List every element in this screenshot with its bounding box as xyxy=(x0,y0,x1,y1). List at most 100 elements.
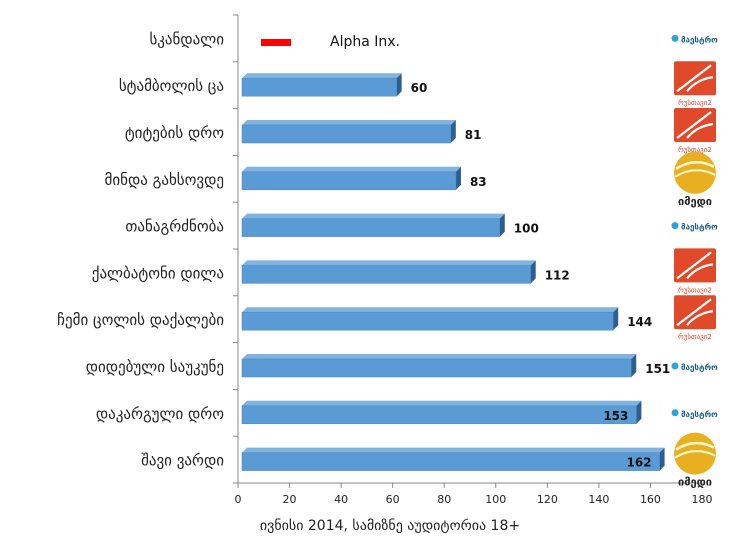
x-tick-label: 140 xyxy=(588,493,609,506)
data-label: 144 xyxy=(627,315,652,329)
bar-side-face xyxy=(613,307,619,331)
imedi-logo-text: იმედი xyxy=(678,476,712,489)
category-label: ტიტების დრო xyxy=(125,124,224,142)
data-label: 81 xyxy=(465,128,482,142)
data-label: 100 xyxy=(514,222,539,236)
bar-side-face xyxy=(455,166,461,190)
bar xyxy=(241,260,536,284)
category-label: დაკარგული დრო xyxy=(96,405,224,423)
channel-logo-icon: მაესტრო xyxy=(671,409,718,419)
maestro-logo-text: მაესტრო xyxy=(681,362,718,372)
category-label: თანაგრძნობა xyxy=(125,218,224,236)
channel-logo-icon: მაესტრო xyxy=(671,222,718,232)
bar-side-face xyxy=(450,120,456,143)
bar-side-face xyxy=(659,447,665,471)
channel-logo-icon: რუსთავი2 xyxy=(674,248,716,294)
channel-logo-icon: რუსთავი2 xyxy=(674,295,716,341)
legend-swatch xyxy=(261,39,291,46)
bar-front-face xyxy=(241,311,614,331)
data-label: 153 xyxy=(603,409,628,423)
bar xyxy=(241,166,461,191)
maestro-logo-text: მაესტრო xyxy=(681,222,718,232)
data-label: 162 xyxy=(627,456,652,470)
category-label: სკანდალი xyxy=(149,30,224,48)
bar-side-face xyxy=(499,213,505,237)
bar-side-face xyxy=(396,73,402,97)
maestro-logo-dot xyxy=(671,222,679,230)
bar xyxy=(241,73,402,97)
bar xyxy=(241,447,665,471)
bar-side-face xyxy=(631,354,637,377)
rustavi2-logo-stroke xyxy=(676,111,712,139)
x-tick-label: 100 xyxy=(485,493,506,506)
bar-top-face xyxy=(242,120,456,125)
category-label: ქალბატონი დილა xyxy=(92,264,224,282)
rustavi2-logo-stroke xyxy=(676,64,712,93)
bar-front-face xyxy=(241,124,452,144)
x-tick-label: 120 xyxy=(537,493,558,506)
bar-front-face xyxy=(241,218,501,237)
maestro-logo-dot xyxy=(671,362,679,370)
maestro-logo-text: მაესტრო xyxy=(681,34,718,44)
bar-front-face xyxy=(241,452,660,471)
rustavi2-logo-stroke xyxy=(686,310,714,326)
bar xyxy=(241,120,456,144)
imedi-logo-swoosh xyxy=(675,161,715,170)
imedi-logo-swoosh xyxy=(674,450,716,459)
x-tick-label: 180 xyxy=(692,493,713,506)
channel-logo-icon: იმედი xyxy=(674,151,716,208)
bar-top-face xyxy=(242,260,536,266)
x-tick-label: 0 xyxy=(235,493,242,506)
x-tick-label: 80 xyxy=(437,493,451,506)
bar-top-face xyxy=(242,213,505,219)
bar-front-face xyxy=(241,358,632,378)
bar xyxy=(241,400,642,425)
maestro-logo-dot xyxy=(671,409,679,417)
legend-label: Alpha Inx. xyxy=(330,34,400,50)
bar-top-face xyxy=(242,354,637,359)
imedi-logo-swoosh xyxy=(674,169,716,178)
category-label: მინდა გახსოვდე xyxy=(105,171,224,189)
bar-front-face xyxy=(241,405,637,425)
rustavi2-logo-stroke xyxy=(686,76,714,92)
data-label: 151 xyxy=(645,362,670,376)
maestro-logo-dot xyxy=(671,34,679,42)
imedi-logo-swoosh xyxy=(675,441,715,451)
channel-logo-icon: მაესტრო xyxy=(671,362,718,372)
x-axis-title: ივნისი 2014, სამიზნე აუდიტორია 18+ xyxy=(260,517,520,534)
rustavi2-logo-text: რუსთავი2 xyxy=(678,98,712,107)
bar xyxy=(241,213,505,237)
bar-top-face xyxy=(242,166,461,172)
channel-logo-icon: იმედი xyxy=(674,432,716,489)
rustavi2-logo-stroke xyxy=(676,251,712,280)
rustavi2-logo-text: რუსთავი2 xyxy=(678,285,712,294)
category-label: ჩემი ცოლის დაქალები xyxy=(57,311,224,329)
bar-front-face xyxy=(241,265,531,284)
bar-top-face xyxy=(242,400,642,406)
category-label: დიდებული საუკუნე xyxy=(86,358,224,376)
category-label: შავი ვარდი xyxy=(141,452,224,470)
category-label: სტამბოლის ცა xyxy=(119,77,224,95)
imedi-logo-text: იმედი xyxy=(678,195,712,208)
bar-side-face xyxy=(530,260,536,284)
bar xyxy=(241,354,637,378)
rustavi2-logo-stroke xyxy=(686,263,714,280)
data-label: 60 xyxy=(411,81,428,95)
rustavi2-logo-stroke xyxy=(686,122,714,139)
channel-logo-icon: მაესტრო xyxy=(671,34,718,44)
data-label: 112 xyxy=(545,268,570,282)
bar-front-face xyxy=(241,171,457,191)
x-tick-label: 160 xyxy=(640,493,661,506)
bar-front-face xyxy=(241,77,397,97)
bar xyxy=(241,307,619,331)
rustavi2-logo-text: რუსთავი2 xyxy=(678,332,712,341)
rustavi2-logo-stroke xyxy=(676,298,712,327)
data-label: 83 xyxy=(470,175,487,189)
x-tick-label: 40 xyxy=(334,493,348,506)
channel-logo-icon: რუსთავი2 xyxy=(674,61,716,107)
channel-logo-icon: რუსთავი2 xyxy=(674,108,716,154)
bar-side-face xyxy=(636,400,642,424)
maestro-logo-text: მაესტრო xyxy=(681,409,718,419)
